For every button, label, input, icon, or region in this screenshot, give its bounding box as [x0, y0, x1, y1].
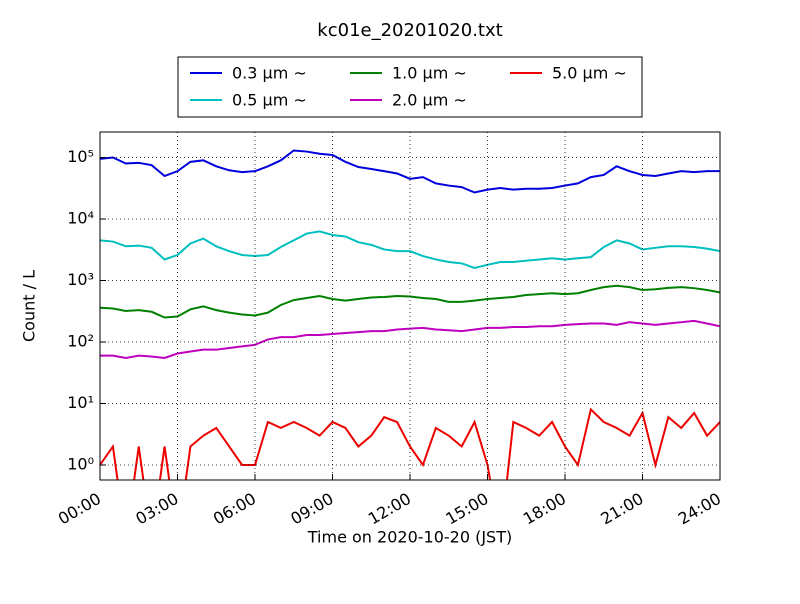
- y-tick-label: 10⁰: [67, 454, 94, 473]
- y-tick-label: 10⁵: [67, 147, 94, 166]
- data-line: [100, 407, 720, 480]
- legend-label: 2.0 μm ~: [392, 91, 467, 110]
- data-line: [100, 230, 720, 269]
- x-axis-label: Time on 2020-10-20 (JST): [307, 528, 512, 547]
- legend: [177, 56, 643, 118]
- y-axis-label: Count / L: [20, 270, 39, 342]
- legend-label: 5.0 μm ~: [552, 64, 627, 83]
- y-tick-label: 10³: [67, 270, 94, 289]
- chart-title: kc01e_20201020.txt: [317, 20, 502, 41]
- data-line: [100, 149, 720, 194]
- legend-label: 1.0 μm ~: [392, 64, 467, 83]
- legend-label: 0.3 μm ~: [232, 64, 307, 83]
- legend-label: 0.5 μm ~: [232, 91, 307, 110]
- y-tick-label: 10¹: [67, 393, 94, 412]
- y-tick-label: 10²: [67, 332, 94, 351]
- y-tick-label: 10⁴: [67, 209, 94, 228]
